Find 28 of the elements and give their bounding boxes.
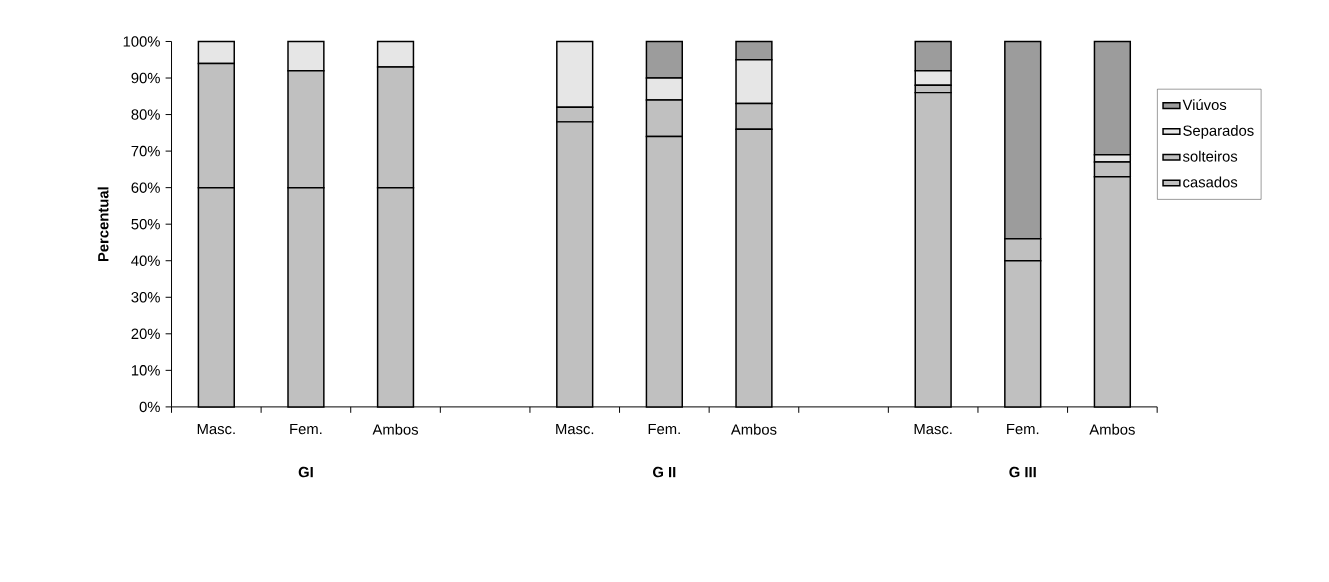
legend-label: casados bbox=[1183, 176, 1238, 188]
text: G III bbox=[1009, 466, 1036, 478]
y-tick-label: 40% bbox=[131, 255, 160, 267]
y-tick-label: 100% bbox=[123, 36, 160, 47]
y-tick-label: 0% bbox=[139, 401, 160, 413]
y-tick-label: 60% bbox=[131, 182, 160, 194]
x-tick-label: Ambos bbox=[1089, 424, 1135, 435]
y-tick-label: 90% bbox=[131, 72, 160, 84]
text: GI bbox=[298, 466, 313, 478]
y-tick-label: 30% bbox=[131, 292, 160, 303]
y-tick-label: 10% bbox=[131, 365, 160, 376]
x-tick-label: Fem. bbox=[648, 424, 680, 435]
x-tick-label: Fem. bbox=[290, 424, 322, 435]
legend-label: Separados bbox=[1183, 125, 1254, 139]
y-tick-label: 70% bbox=[131, 146, 160, 157]
x-tick-label: Masc. bbox=[556, 424, 594, 435]
y-tick-label: 20% bbox=[131, 328, 160, 340]
y-tick-label: 50% bbox=[131, 219, 160, 230]
x-tick-label: Masc. bbox=[197, 424, 235, 435]
text: G II bbox=[653, 466, 676, 478]
x-tick-label: Fem. bbox=[1007, 424, 1039, 435]
y-axis-title: Percentual bbox=[97, 187, 109, 262]
x-tick-label: Masc. bbox=[914, 424, 952, 435]
y-tick-label: 80% bbox=[131, 109, 160, 120]
x-tick-label: Ambos bbox=[372, 424, 419, 435]
legend-label: solteiros bbox=[1182, 150, 1238, 162]
legend-label: Viúvos bbox=[1182, 99, 1227, 111]
x-tick-label: Ambos bbox=[730, 424, 777, 435]
